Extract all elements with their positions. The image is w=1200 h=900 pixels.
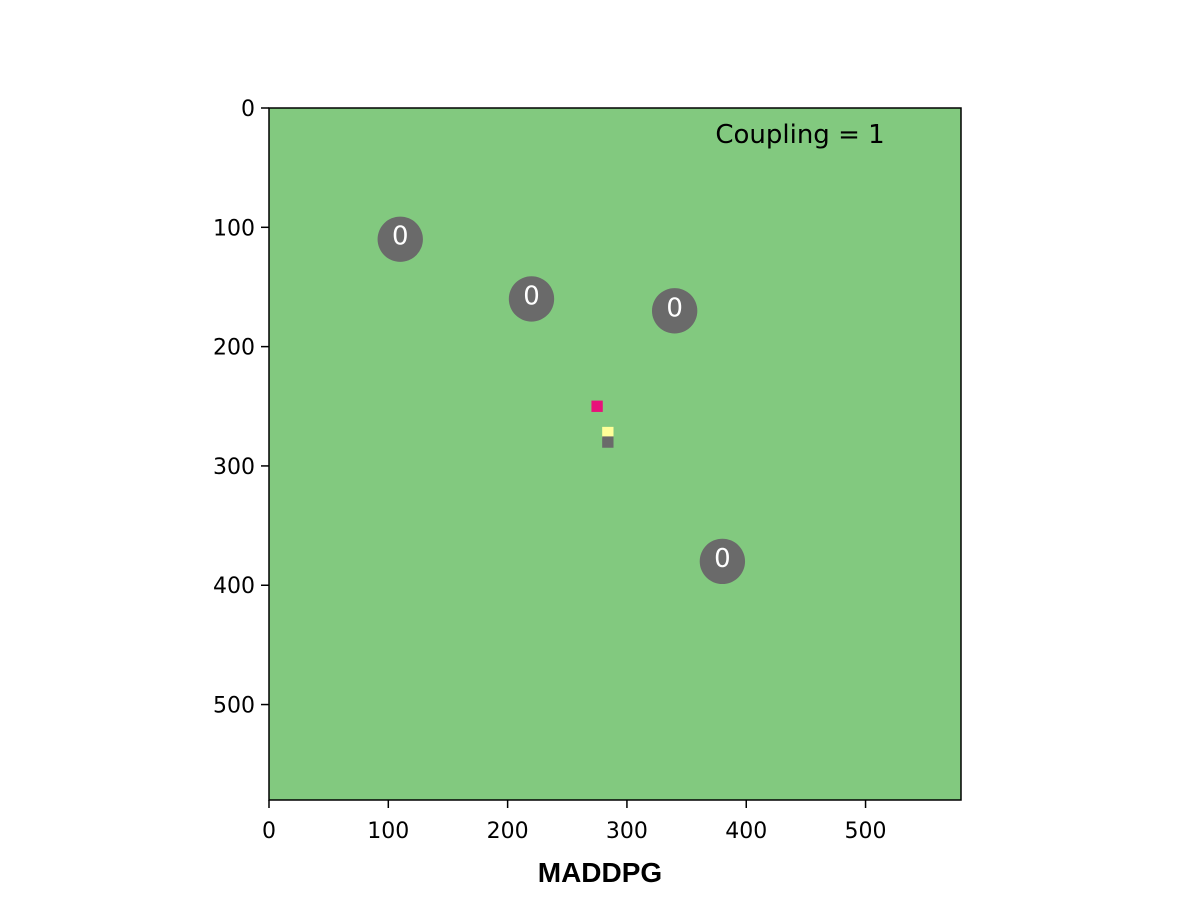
- plot-frame: [268, 107, 962, 801]
- x-tick-label-200: 200: [487, 819, 529, 844]
- plot-area-background: [269, 108, 961, 800]
- y-tick-label-500: 500: [213, 694, 255, 719]
- poi-label-1: 0: [392, 222, 409, 252]
- poi-circle-1: [377, 216, 423, 262]
- y-axis-ticks: 0 100 200 300 400 500: [213, 97, 269, 719]
- x-tick-label-300: 300: [606, 819, 648, 844]
- coupling-annotation: Coupling = 1: [715, 120, 884, 150]
- poi-circle-3: [651, 288, 698, 334]
- x-tick-label-100: 100: [367, 819, 409, 844]
- poi-circle-2: [508, 276, 555, 322]
- x-axis-label: MADDPG: [538, 857, 662, 888]
- x-axis-ticks: 0 100 200 300 400 500: [262, 800, 887, 844]
- poi-label-3: 0: [666, 293, 683, 323]
- agent-marker-2: [602, 426, 614, 439]
- x-tick-label-0: 0: [262, 819, 276, 844]
- y-tick-label-0: 0: [241, 97, 255, 122]
- poi-label-4: 0: [714, 544, 731, 574]
- poi-circle-4: [699, 538, 746, 585]
- agent-marker-1: [591, 400, 603, 412]
- y-tick-label-200: 200: [213, 336, 255, 361]
- y-tick-label-300: 300: [213, 455, 255, 480]
- y-tick-label-100: 100: [213, 216, 255, 241]
- y-tick-label-400: 400: [213, 574, 255, 599]
- agent-marker-3: [602, 436, 614, 448]
- poi-label-2: 0: [523, 281, 540, 311]
- x-tick-label-400: 400: [725, 819, 767, 844]
- x-tick-label-500: 500: [845, 819, 887, 844]
- chart-marks: 0 0 0 0: [377, 216, 746, 585]
